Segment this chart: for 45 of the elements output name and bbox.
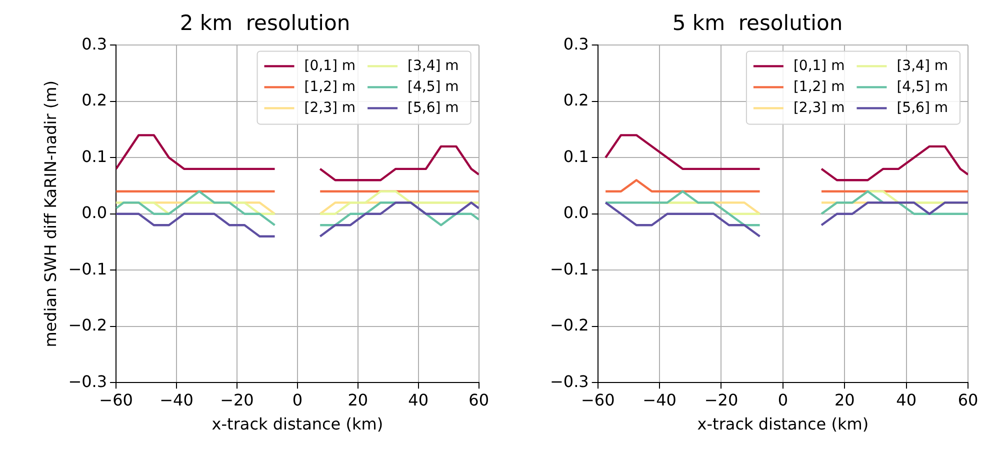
- legend-label: [5,6] m: [896, 100, 948, 116]
- y-tick-label: 0.0: [563, 203, 589, 222]
- legend-label: [3,4] m: [408, 58, 459, 74]
- legend-label: [0,1] m: [304, 58, 356, 74]
- y-tick-label: 0.3: [82, 34, 108, 54]
- x-tick-label: 60: [468, 390, 489, 410]
- x-tick-label: −20: [704, 390, 738, 410]
- x-axis-title: x-track distance (km): [212, 414, 384, 434]
- x-tick-label: 20: [834, 390, 855, 410]
- legend-label: [2,3] m: [793, 100, 845, 116]
- x-tick-label: 40: [408, 390, 429, 410]
- x-tick-label: −40: [642, 390, 676, 410]
- x-tick-label: −40: [160, 390, 194, 410]
- x-tick-label: 0: [778, 390, 788, 410]
- x-tick-label: −60: [99, 390, 133, 410]
- x-tick-label: 40: [896, 390, 916, 410]
- y-tick-label: −0.3: [550, 372, 589, 391]
- y-tick-label: 0.2: [82, 90, 108, 110]
- chart-title: 5 km resolution: [672, 11, 843, 36]
- y-axis-title: median SWH diff KaRIN-nadir (m): [40, 80, 60, 348]
- x-axis-title: x-track distance (km): [697, 414, 869, 434]
- legend-label: [1,2] m: [793, 78, 845, 95]
- x-tick-label: −20: [220, 390, 254, 410]
- x-tick-label: 60: [958, 390, 978, 410]
- y-tick-label: −0.3: [68, 372, 108, 391]
- x-tick-label: 0: [292, 390, 303, 410]
- legend-label: [3,4] m: [896, 58, 948, 74]
- y-tick-label: −0.2: [68, 316, 108, 335]
- legend-label: [4,5] m: [408, 78, 459, 95]
- x-tick-label: 20: [348, 390, 368, 410]
- x-tick-label: −60: [580, 390, 615, 410]
- legend-label: [4,5] m: [896, 78, 948, 95]
- y-tick-label: 0.2: [563, 90, 589, 110]
- legend-label: [5,6] m: [408, 100, 459, 116]
- legend-label: [0,1] m: [793, 58, 845, 74]
- y-tick-label: 0.1: [82, 146, 108, 166]
- y-tick-label: −0.1: [68, 259, 108, 278]
- y-tick-label: 0.1: [563, 146, 589, 166]
- y-tick-label: 0.3: [563, 34, 589, 54]
- legend-label: [2,3] m: [304, 100, 356, 116]
- y-tick-label: −0.2: [550, 316, 589, 335]
- chart-title: 2 km resolution: [180, 11, 350, 36]
- y-tick-label: −0.1: [550, 259, 589, 278]
- legend-label: [1,2] m: [304, 78, 356, 95]
- y-tick-label: 0.0: [82, 203, 108, 222]
